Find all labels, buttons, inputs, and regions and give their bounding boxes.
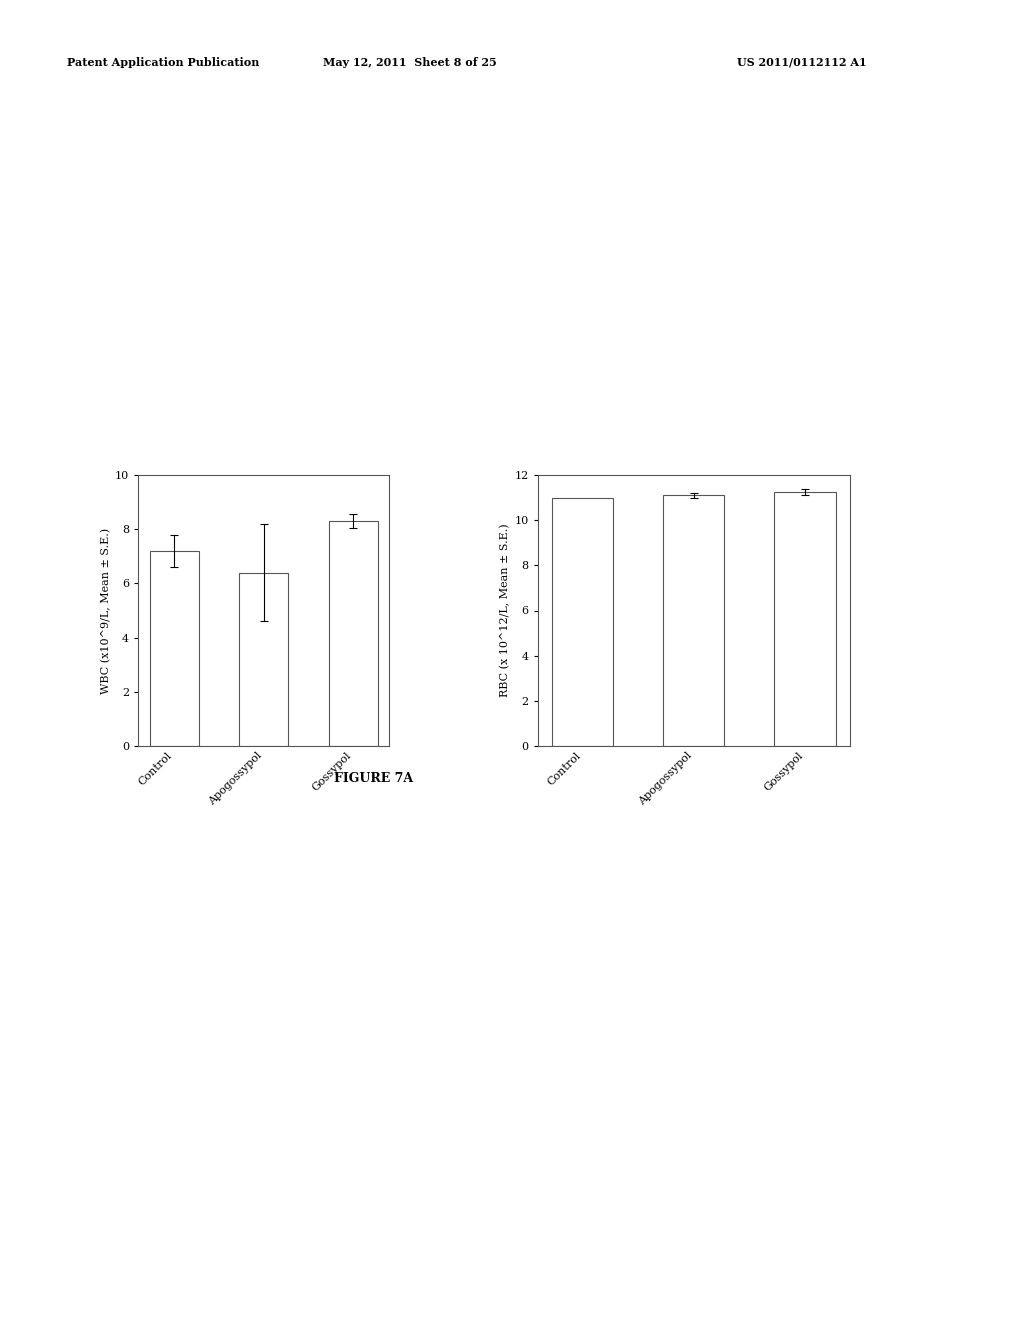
Bar [552,498,613,746]
Text: May 12, 2011  Sheet 8 of 25: May 12, 2011 Sheet 8 of 25 [323,57,497,67]
Y-axis label: WBC (x10^9/L, Mean ± S.E.): WBC (x10^9/L, Mean ± S.E.) [100,528,111,693]
Bar [664,495,724,746]
Text: FIGURE 7A: FIGURE 7A [334,772,414,785]
Text: US 2011/0112112 A1: US 2011/0112112 A1 [737,57,867,67]
Bar [774,492,836,746]
Bar [150,550,199,746]
Text: Patent Application Publication: Patent Application Publication [67,57,259,67]
Y-axis label: RBC (x 10^12/L, Mean ± S.E.): RBC (x 10^12/L, Mean ± S.E.) [500,524,510,697]
Bar [329,521,378,746]
Bar [239,573,289,746]
